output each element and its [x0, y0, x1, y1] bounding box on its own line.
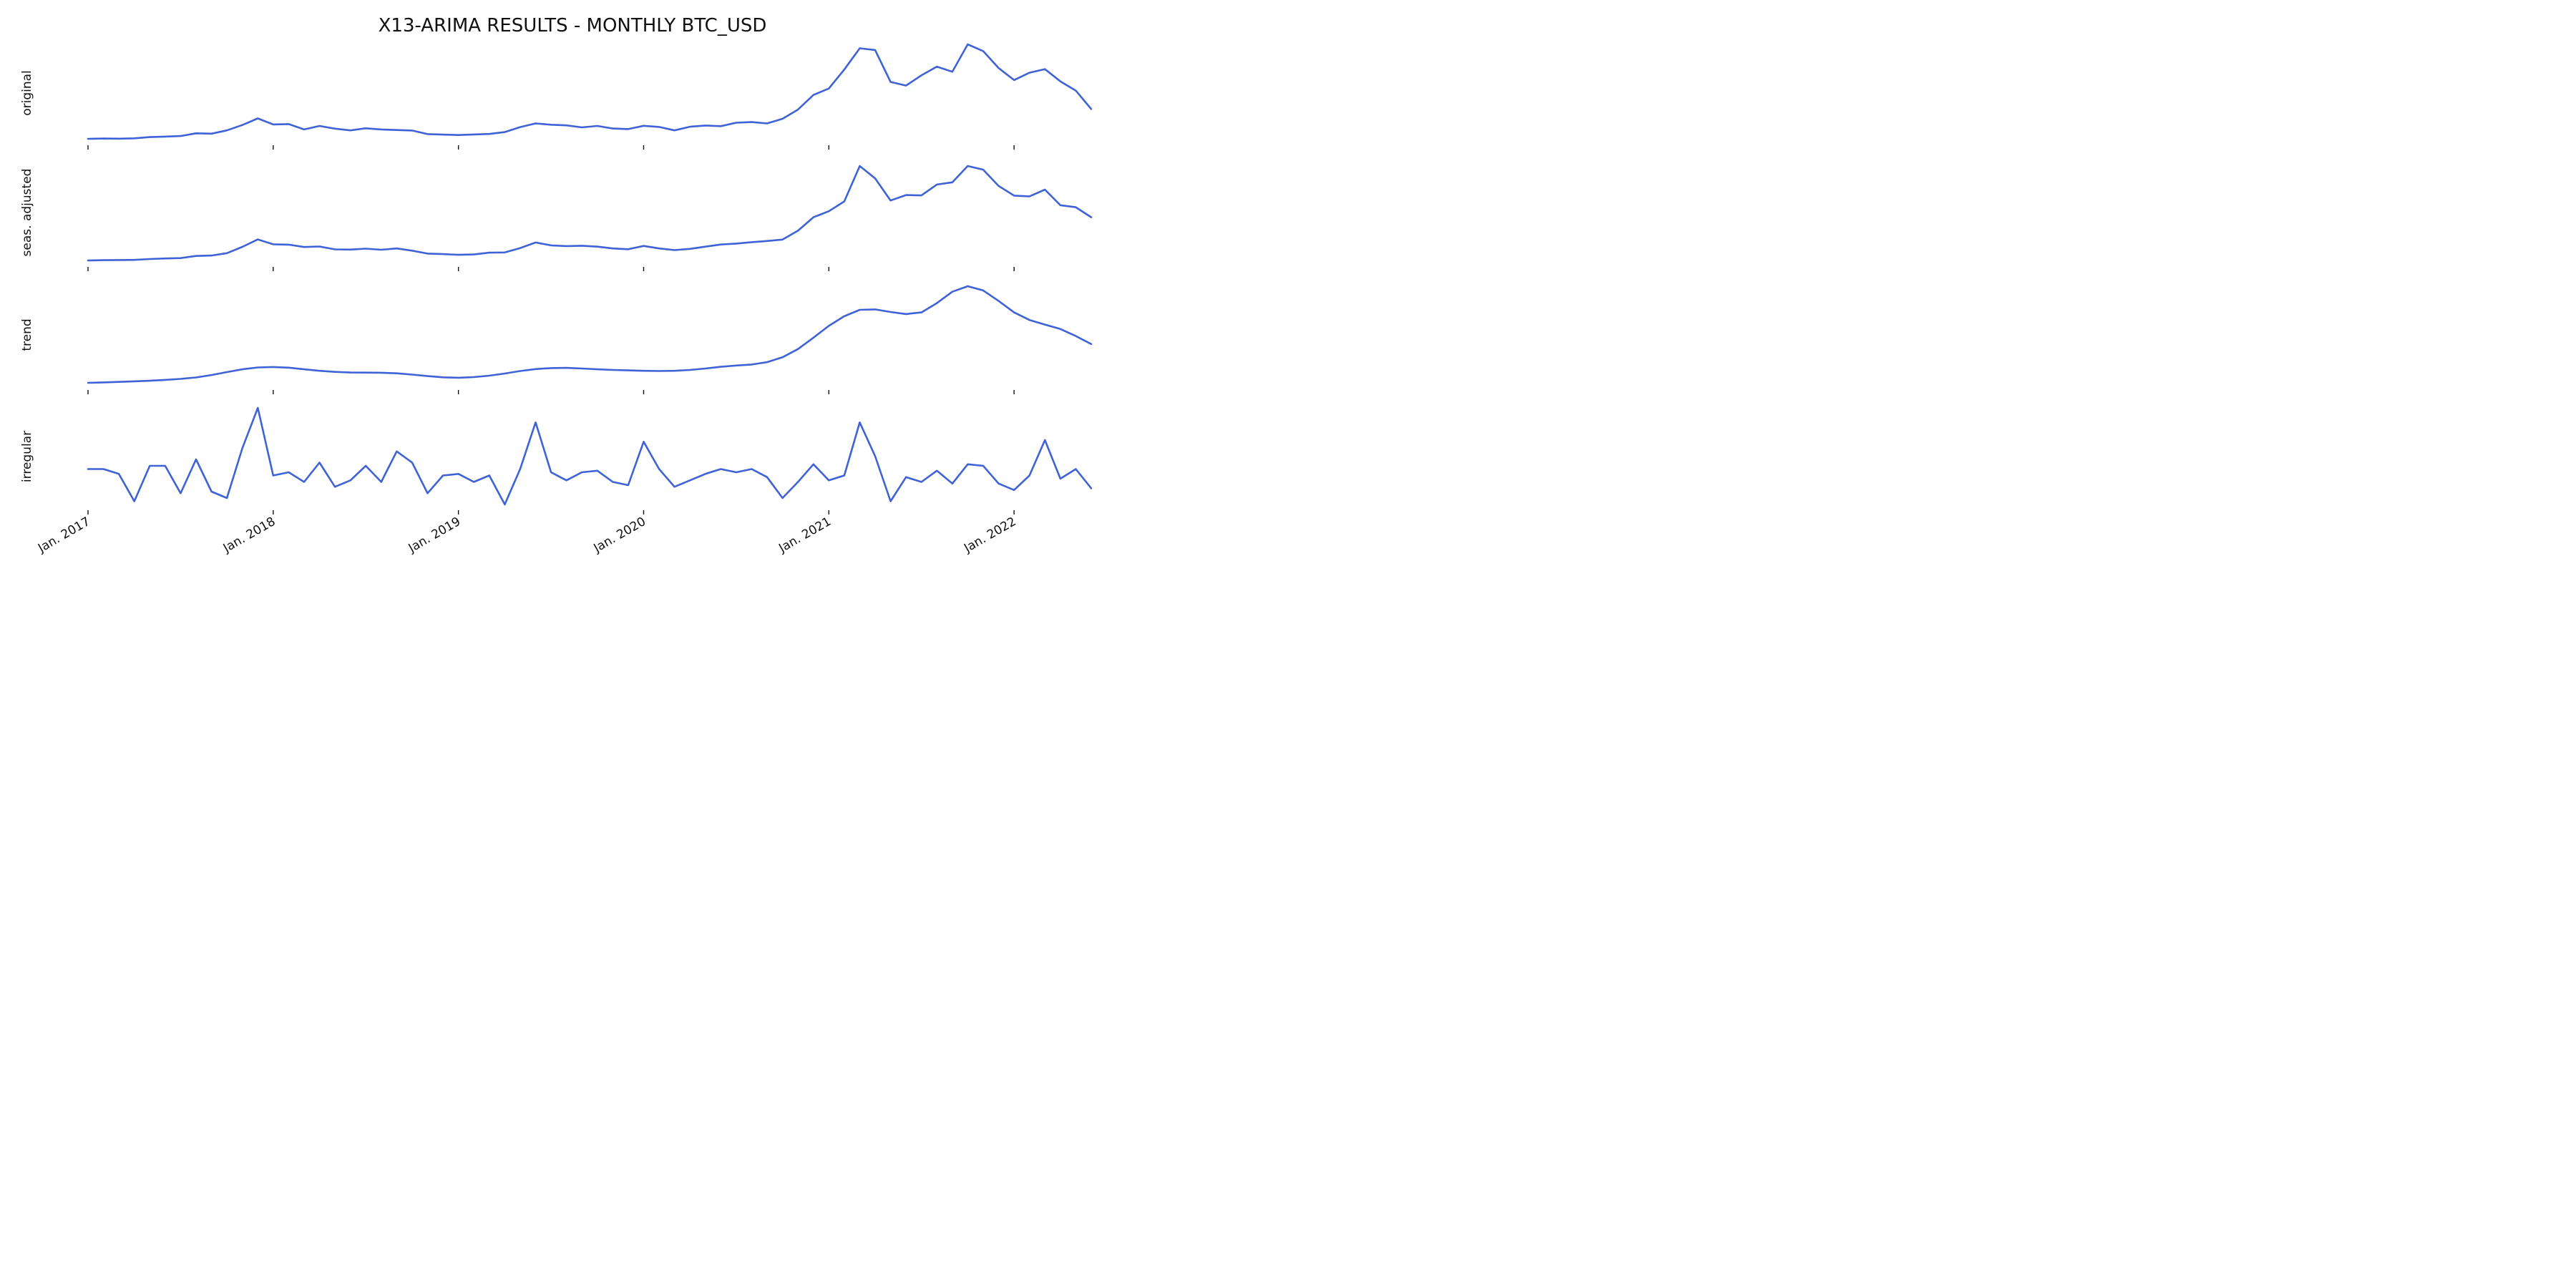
x-tick-label: Jan. 2020 — [591, 514, 648, 556]
x-axis-labels: Jan. 2017 Jan. 2018 Jan. 2019 Jan. 2020 Jan.… — [35, 514, 1019, 556]
chart-title: X13-ARIMA RESULTS - MONTHLY BTC_USD — [379, 15, 767, 36]
x-ticks-seas-adjusted — [87, 267, 1015, 271]
series-line-seas-adjusted — [87, 165, 1093, 262]
x-tick-label: Jan. 2022 — [961, 514, 1018, 556]
x-ticks-original — [87, 145, 1015, 150]
panel-label-trend: trend — [20, 318, 34, 351]
series-line-trend — [87, 285, 1093, 384]
series-line-original — [87, 43, 1093, 140]
x-tick-label: Jan. 2021 — [776, 514, 833, 556]
decomposition-chart: X13-ARIMA RESULTS - MONTHLY BTC_USD orig… — [20, 15, 1093, 556]
panel-irregular: irregular — [20, 406, 1093, 514]
panel-trend: trend — [20, 285, 1093, 394]
x-ticks-trend — [87, 390, 1015, 394]
x-tick-label: Jan. 2018 — [220, 514, 278, 556]
x-tick-label: Jan. 2017 — [35, 514, 92, 556]
x-ticks-irregular — [87, 510, 1015, 514]
panel-label-original: original — [20, 70, 34, 116]
series-line-irregular — [87, 406, 1093, 506]
panel-original: original — [20, 43, 1093, 150]
panel-label-irregular: irregular — [20, 431, 34, 482]
panel-label-seas-adjusted: seas. adjusted — [20, 169, 34, 257]
x-tick-label: Jan. 2019 — [406, 514, 463, 556]
panel-seas-adjusted: seas. adjusted — [20, 165, 1093, 271]
